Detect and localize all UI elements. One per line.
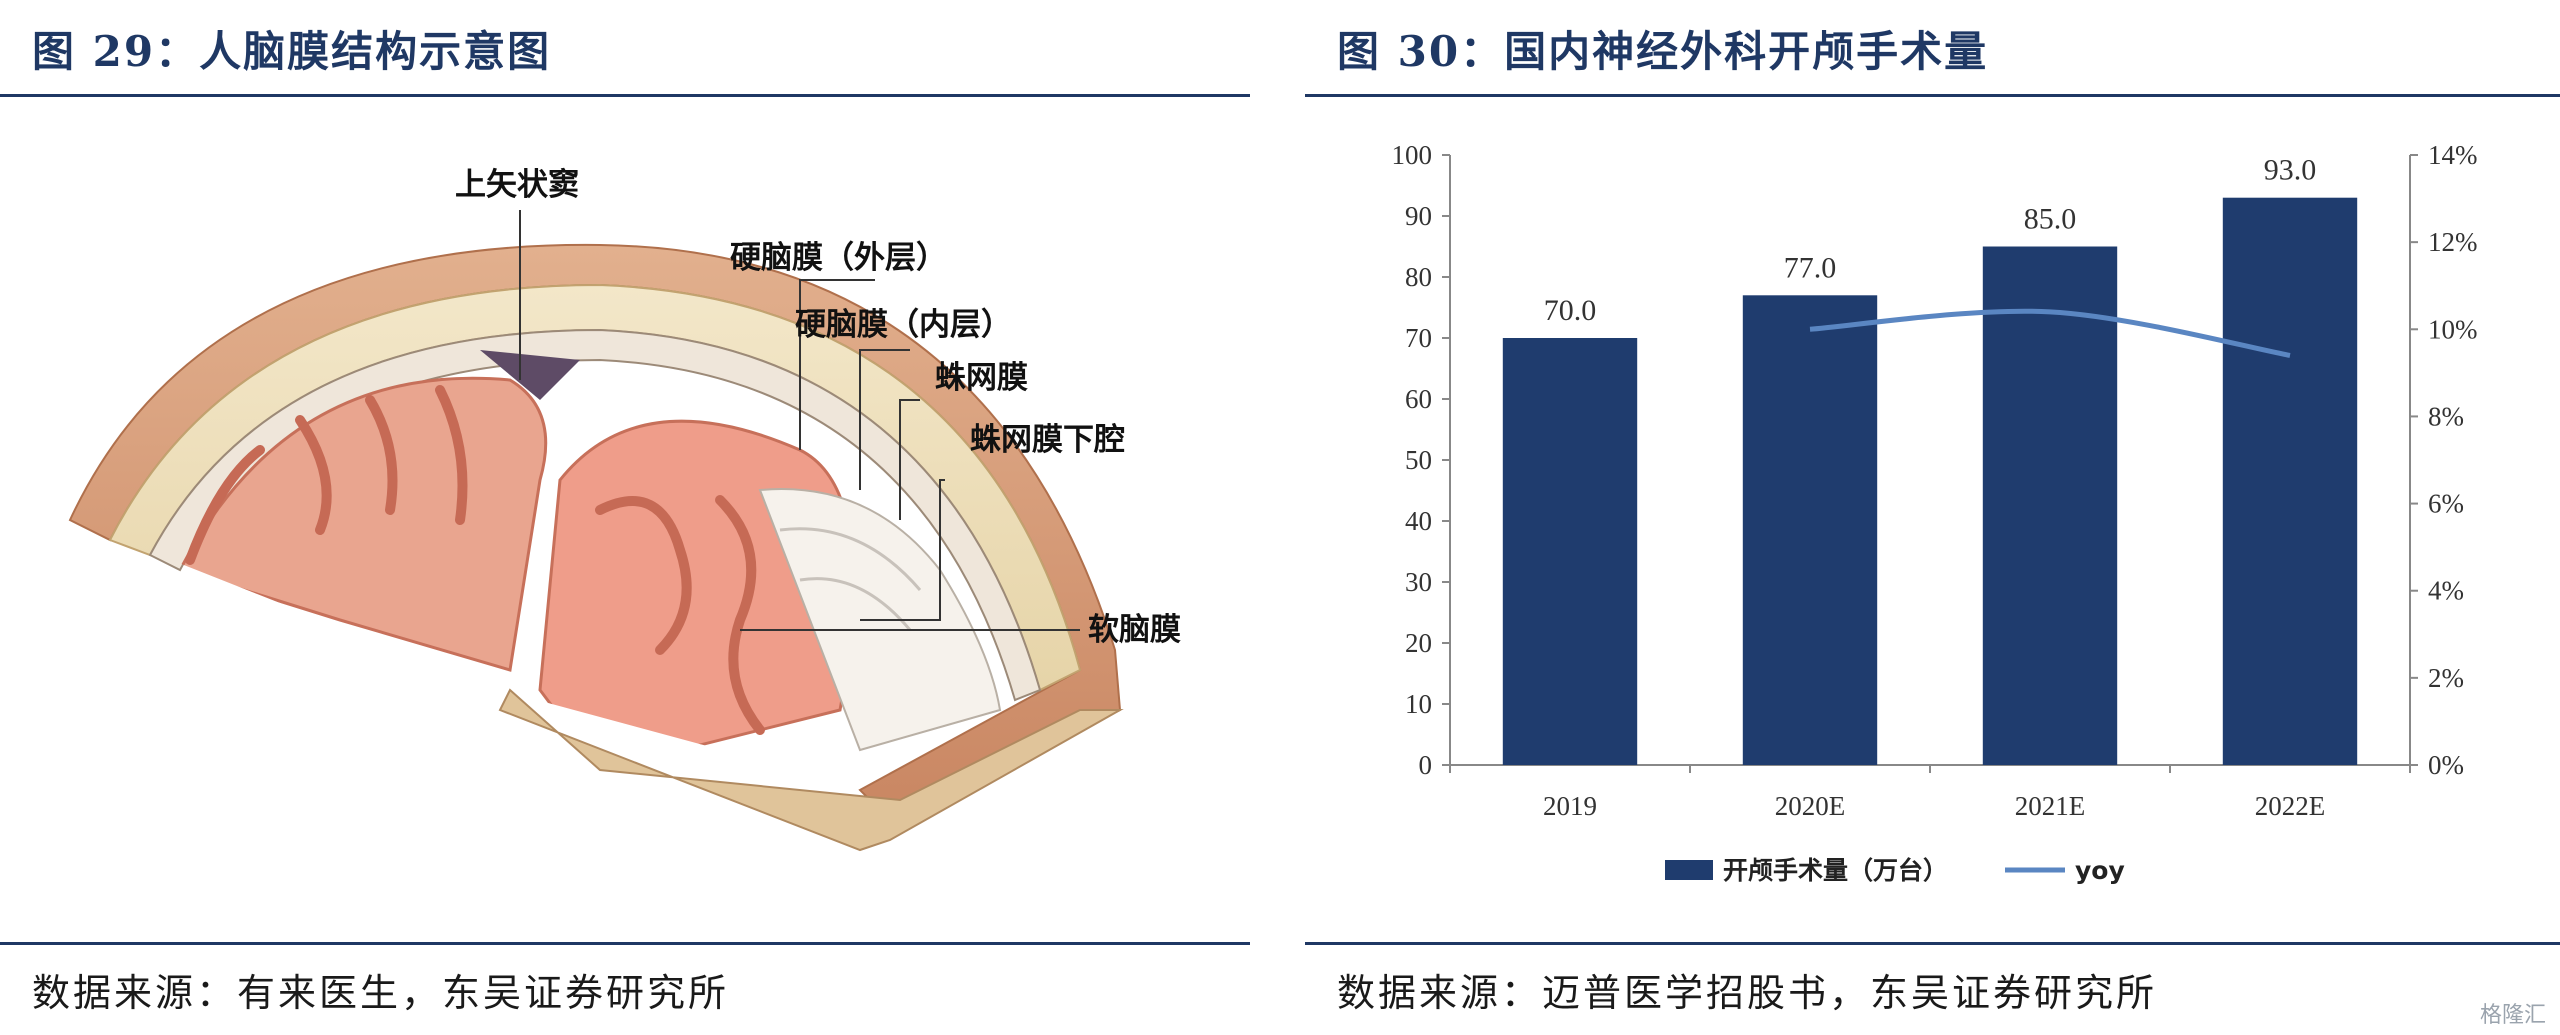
left-figure-title: 图 29：人脑膜结构示意图: [32, 27, 552, 76]
y-right-tick-label: 14%: [2428, 140, 2478, 170]
bar-data-label: 93.0: [2264, 154, 2317, 187]
bar-data-labels: 70.0 77.0 85.0 93.0: [1544, 154, 2317, 327]
surgery-volume-chart: 0 10 20 30 40 50 60 70 80 90 100 0% 2% 4% 6% 8% 10% 12% 14…: [1392, 140, 2478, 885]
y-left-tick-label: 30: [1405, 567, 1432, 597]
yoy-line-series: [1809, 308, 2291, 358]
y-left-tick-label: 50: [1405, 445, 1432, 475]
y-left-tick-label: 90: [1405, 201, 1432, 231]
chart-legend: 开颅手术量（万台） yoy: [1665, 856, 2125, 885]
x-tick-label: 2020E: [1775, 791, 1846, 821]
y-left-tick-label: 10: [1405, 689, 1432, 719]
y-right-tick-label: 4%: [2428, 576, 2464, 606]
y-right-tick-label: 8%: [2428, 401, 2464, 431]
left-source-note: 数据来源：有来医生，东吴证券研究所: [32, 971, 730, 1015]
bar: [1502, 338, 1638, 765]
y-left-tick-label: 60: [1405, 384, 1432, 414]
bar-data-label: 77.0: [1784, 251, 1837, 284]
label-subarachnoid-space: 蛛网膜下腔: [970, 422, 1125, 458]
label-dura-inner: 硬脑膜（内层）: [795, 307, 1012, 343]
legend-label-bar: 开颅手术量（万台）: [1723, 856, 1948, 885]
y-left-tick-label: 20: [1405, 628, 1432, 658]
bar: [1982, 246, 2118, 765]
right-figure-panel: 图 30：国内神经外科开颅手术量 0 10 20 30 40 50 60 70 80 90 100 0…: [1305, 0, 2560, 1035]
y-right-tick-label: 10%: [2428, 314, 2478, 344]
x-tick-label: 2019: [1543, 791, 1597, 821]
y-left-tick-label: 0: [1419, 750, 1433, 780]
right-source-note: 数据来源：迈普医学招股书，东吴证券研究所: [1337, 971, 2158, 1015]
y-left-tick-label: 80: [1405, 262, 1432, 292]
bar-series: [1502, 197, 2358, 765]
x-tick-label: 2021E: [2015, 791, 2086, 821]
y-left-tick-label: 100: [1392, 140, 1433, 170]
yoy-line: [1809, 308, 2291, 358]
y-left-tick-label: 70: [1405, 323, 1432, 353]
bar-data-label: 85.0: [2024, 203, 2077, 236]
label-dura-outer: 硬脑膜（外层）: [730, 240, 947, 276]
brain-left-hemisphere: [177, 376, 548, 672]
watermark-text: 格隆汇: [2479, 1003, 2546, 1028]
left-figure-panel: 图 29：人脑膜结构示意图: [0, 0, 1250, 1035]
label-arachnoid: 蛛网膜: [935, 360, 1028, 396]
right-figure-title: 图 30：国内神经外科开颅手术量: [1337, 27, 1989, 76]
legend-label-line: yoy: [2075, 856, 2125, 885]
label-pia-mater: 软脑膜: [1088, 612, 1181, 648]
right-source-rule: [1305, 942, 2560, 945]
y-right-tick-label: 0%: [2428, 750, 2464, 780]
label-superior-sagittal-sinus: 上矢状窦: [455, 167, 579, 203]
bar: [2222, 197, 2358, 765]
legend-swatch-bar: [1665, 860, 1713, 880]
y-left-tick-label: 40: [1405, 506, 1432, 536]
y-right-tick-label: 12%: [2428, 227, 2478, 257]
x-tick-label: 2022E: [2255, 791, 2326, 821]
sinus-triangle: [480, 350, 580, 400]
left-title-rule: [0, 94, 1250, 97]
cut-face: [498, 688, 1124, 852]
right-title-rule: [1305, 94, 2560, 97]
bar-data-label: 70.0: [1544, 294, 1597, 327]
meninges-diagram: 上矢状窦 硬脑膜（外层） 硬脑膜（内层） 蛛网膜 蛛网膜下腔 软脑膜: [68, 167, 1181, 852]
y-right-tick-label: 6%: [2428, 489, 2464, 519]
left-source-rule: [0, 942, 1250, 945]
y-right-tick-label: 2%: [2428, 663, 2464, 693]
bar: [1742, 295, 1878, 765]
